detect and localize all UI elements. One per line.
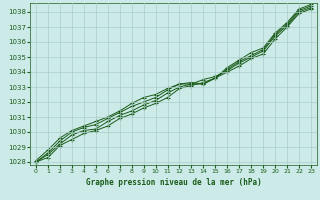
X-axis label: Graphe pression niveau de la mer (hPa): Graphe pression niveau de la mer (hPa) xyxy=(86,178,261,187)
